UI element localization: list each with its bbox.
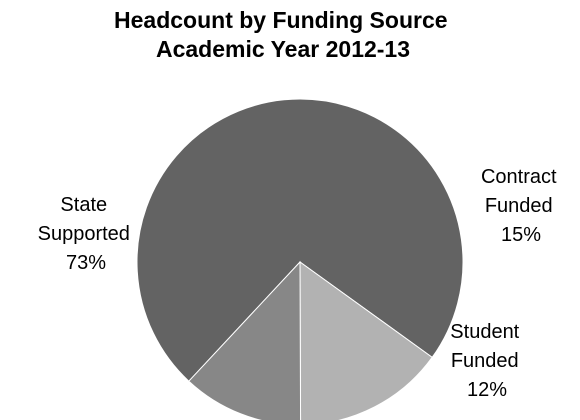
pie-slices	[136, 98, 464, 420]
slice-label-percent: 73%	[66, 252, 106, 274]
chart-title: Headcount by Funding Source Academic Yea…	[114, 7, 452, 62]
slice-label-state-supported: State Supported 73%	[38, 194, 135, 274]
slice-label-line: Funded	[451, 350, 519, 372]
slice-label-percent: 15%	[501, 224, 541, 246]
chart-title-line-2: Academic Year 2012-13	[156, 36, 410, 62]
slice-label-contract-funded: Contract Funded 15%	[481, 166, 561, 246]
pie-slice-contract-funded	[299, 261, 433, 420]
chart-title-line-1: Headcount by Funding Source	[114, 7, 448, 33]
slice-label-line: Contract	[481, 166, 557, 188]
slice-label-line: State	[60, 194, 107, 216]
pie-slice-state-supported	[136, 98, 464, 382]
slice-label-line: Student	[450, 321, 519, 343]
pie-slice-student-funded	[188, 260, 302, 420]
slice-label-percent: 12%	[467, 379, 507, 401]
slice-label-line: Funded	[485, 195, 553, 217]
slice-label-student-funded: Student Funded 12%	[450, 321, 523, 401]
slice-label-line: Supported	[38, 223, 130, 245]
